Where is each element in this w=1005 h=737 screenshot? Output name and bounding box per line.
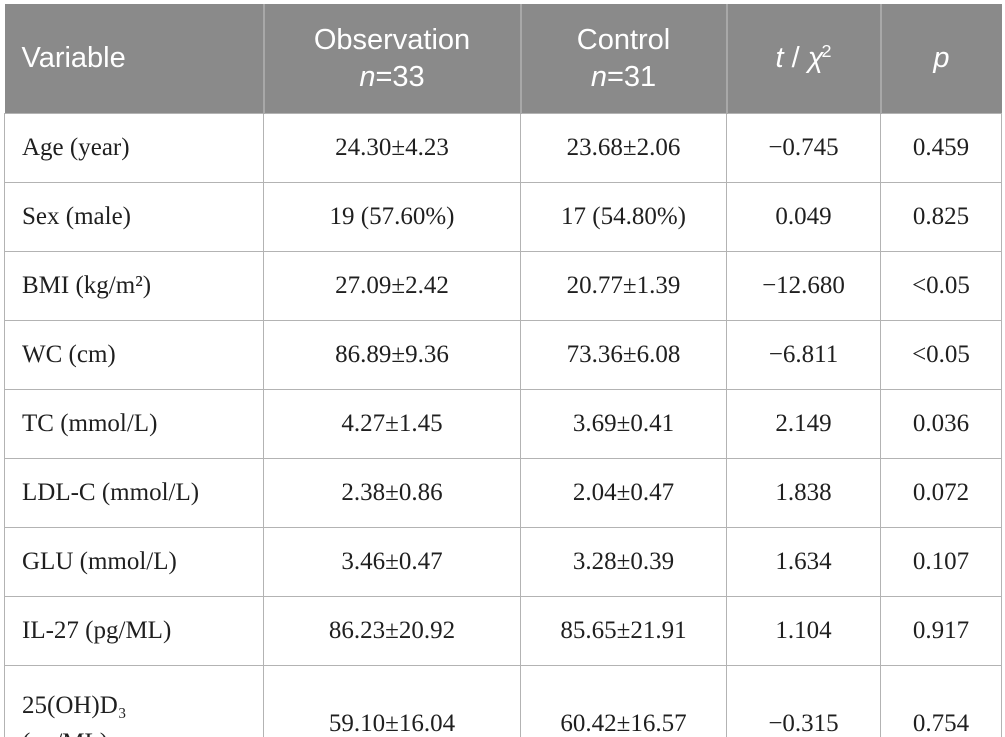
cell-observation: 27.09±2.42 bbox=[263, 251, 521, 321]
table-row-age: Age (year) 24.30±4.23 23.68±2.06 −0.745 … bbox=[4, 113, 1002, 183]
cell-statistic: −0.745 bbox=[726, 113, 881, 183]
cell-variable: LDL-C (mmol/L) bbox=[4, 458, 264, 528]
cell-variable: 25(OH)D₃ (ng/ML) bbox=[4, 665, 264, 737]
table-row-bmi: BMI (kg/m²) 27.09±2.42 20.77±1.39 −12.68… bbox=[4, 251, 1002, 321]
column-header-p-value: p bbox=[879, 4, 1002, 114]
cell-p-value: <0.05 bbox=[880, 251, 1002, 321]
cell-p-value: <0.05 bbox=[880, 320, 1002, 390]
table-row-il-27: IL-27 (pg/ML) 86.23±20.92 85.65±21.91 1.… bbox=[4, 596, 1002, 666]
cell-statistic: −12.680 bbox=[726, 251, 881, 321]
cell-statistic: −0.315 bbox=[726, 665, 881, 737]
table-row-25-oh-d3: 25(OH)D₃ (ng/ML) 59.10±16.04 60.42±16.57… bbox=[4, 665, 1002, 737]
cell-p-value: 0.072 bbox=[880, 458, 1002, 528]
cell-control: 85.65±21.91 bbox=[520, 596, 727, 666]
cell-statistic: 1.634 bbox=[726, 527, 881, 597]
observation-n-symbol: n bbox=[359, 60, 376, 93]
control-n-symbol: n bbox=[590, 60, 607, 93]
column-header-control: Control n=31 bbox=[519, 4, 727, 114]
cell-statistic: 0.049 bbox=[726, 182, 881, 252]
cell-control: 60.42±16.57 bbox=[520, 665, 727, 737]
column-header-variable: Variable bbox=[4, 4, 264, 114]
cell-observation: 3.46±0.47 bbox=[263, 527, 521, 597]
cell-variable: BMI (kg/m²) bbox=[4, 251, 264, 321]
baseline-characteristics-table: Variable Observation n=33 Control n=31 t… bbox=[4, 4, 1002, 737]
header-row: Variable Observation n=33 Control n=31 t… bbox=[4, 4, 1002, 114]
cell-statistic: 1.838 bbox=[726, 458, 881, 528]
cell-p-value: 0.754 bbox=[880, 665, 1002, 737]
cell-p-value: 0.825 bbox=[880, 182, 1002, 252]
cell-control: 23.68±2.06 bbox=[520, 113, 727, 183]
control-n-value: =31 bbox=[606, 60, 657, 93]
statistic-separator: / bbox=[783, 42, 808, 75]
table-row-tc: TC (mmol/L) 4.27±1.45 3.69±0.41 2.149 0.… bbox=[4, 389, 1002, 459]
cell-statistic: −6.811 bbox=[726, 320, 881, 390]
observation-group-label: Observation bbox=[313, 23, 471, 56]
cell-variable: Sex (male) bbox=[4, 182, 264, 252]
table-row-ldl-c: LDL-C (mmol/L) 2.38±0.86 2.04±0.47 1.838… bbox=[4, 458, 1002, 528]
cell-observation: 19 (57.60%) bbox=[263, 182, 521, 252]
cell-control: 2.04±0.47 bbox=[520, 458, 727, 528]
cell-control: 3.69±0.41 bbox=[520, 389, 727, 459]
column-header-statistic: t / χ2 bbox=[725, 4, 881, 114]
cell-control: 17 (54.80%) bbox=[520, 182, 727, 252]
cell-observation: 24.30±4.23 bbox=[263, 113, 521, 183]
cell-control: 73.36±6.08 bbox=[520, 320, 727, 390]
observation-sample-size: n=33 bbox=[271, 59, 514, 96]
table-row-glu: GLU (mmol/L) 3.46±0.47 3.28±0.39 1.634 0… bbox=[4, 527, 1002, 597]
cell-variable: TC (mmol/L) bbox=[4, 389, 264, 459]
cell-variable: Age (year) bbox=[4, 113, 264, 183]
cell-p-value: 0.917 bbox=[880, 596, 1002, 666]
control-sample-size: n=31 bbox=[528, 59, 720, 96]
p-symbol: p bbox=[933, 42, 950, 75]
cell-p-value: 0.459 bbox=[880, 113, 1002, 183]
cell-variable: GLU (mmol/L) bbox=[4, 527, 264, 597]
table-row-sex: Sex (male) 19 (57.60%) 17 (54.80%) 0.049… bbox=[4, 182, 1002, 252]
cell-observation: 4.27±1.45 bbox=[263, 389, 521, 459]
column-header-observation: Observation n=33 bbox=[262, 4, 521, 114]
cell-observation: 2.38±0.86 bbox=[263, 458, 521, 528]
control-group-label: Control bbox=[576, 23, 671, 56]
cell-control: 20.77±1.39 bbox=[520, 251, 727, 321]
cell-p-value: 0.036 bbox=[880, 389, 1002, 459]
chi-squared-exponent: 2 bbox=[821, 40, 832, 61]
chi-symbol: χ bbox=[807, 42, 824, 75]
cell-observation: 86.23±20.92 bbox=[263, 596, 521, 666]
cell-observation: 86.89±9.36 bbox=[263, 320, 521, 390]
observation-n-value: =33 bbox=[375, 60, 425, 93]
cell-control: 3.28±0.39 bbox=[520, 527, 727, 597]
cell-variable: IL-27 (pg/ML) bbox=[4, 596, 264, 666]
cell-variable: WC (cm) bbox=[4, 320, 264, 390]
cell-statistic: 1.104 bbox=[726, 596, 881, 666]
cell-observation: 59.10±16.04 bbox=[263, 665, 521, 737]
t-symbol: t bbox=[775, 42, 784, 75]
cell-p-value: 0.107 bbox=[880, 527, 1002, 597]
table-row-wc: WC (cm) 86.89±9.36 73.36±6.08 −6.811 <0.… bbox=[4, 320, 1002, 390]
cell-statistic: 2.149 bbox=[726, 389, 881, 459]
